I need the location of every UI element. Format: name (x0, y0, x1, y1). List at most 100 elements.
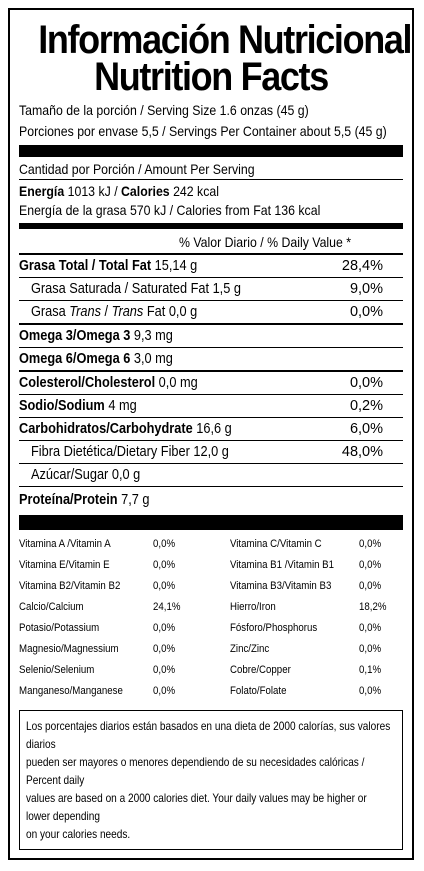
cholesterol-amount: 0,0 mg (155, 375, 198, 391)
sodium-amount: 4 mg (104, 398, 137, 414)
vitamin-value: 0,0% (153, 538, 176, 550)
vitamin-label: Hierro/Iron (230, 601, 276, 613)
carbohydrate-dv: 6,0% (349, 421, 383, 437)
vitamin-value: 0,0% (153, 580, 176, 592)
footnote: Los porcentajes diarios están basados en… (19, 710, 403, 850)
vitamin-row: Potasio/Potassium 0,0% Fósforo/Phosphorus 0… (19, 618, 403, 639)
cholesterol-label: Colesterol/Cholesterol (19, 375, 156, 391)
carbohydrate-label: Carbohidratos/Carbohydrate (19, 421, 193, 437)
medium-divider (19, 223, 403, 229)
title-spanish: Información Nutricional (38, 18, 412, 62)
fat-energy-row: Energía de la grasa 570 kJ / Calories fr… (19, 202, 321, 218)
sugar-row: Azúcar/Sugar 0,0 g (19, 463, 403, 486)
vitamin-label: Vitamina C/Vitamin C (230, 538, 322, 550)
saturated-fat-amount: 1,5 g (209, 281, 241, 297)
thick-divider (19, 145, 403, 157)
omega6-amount: 3,0 mg (130, 351, 173, 367)
vitamin-value: 0,0% (153, 622, 176, 634)
vitamin-label: Vitamina E/Vitamin E (19, 559, 110, 571)
trans-fat-label-b: Trans (69, 304, 101, 320)
vitamin-label: Fósforo/Phosphorus (230, 622, 318, 634)
footnote-line: values are based on a 2000 calories diet… (26, 791, 367, 823)
thick-divider-vitamins (19, 515, 403, 530)
vitamin-label: Folato/Folate (230, 685, 287, 697)
vitamin-value: 0,0% (359, 622, 382, 634)
carbohydrate-amount: 16,6 g (192, 421, 232, 437)
nutrition-label: Información Nutricional Nutrition Facts … (8, 8, 414, 860)
vitamin-label: Vitamina B3/Vitamin B3 (230, 580, 332, 592)
label-content: Información Nutricional Nutrition Facts … (19, 10, 413, 850)
calories-label: Calories (121, 183, 170, 199)
vitamin-label: Potasio/Potassium (19, 622, 100, 634)
vitamin-label: Vitamina A /Vitamin A (19, 538, 111, 550)
cholesterol-row: Colesterol/Cholesterol 0,0 mg 0,0% (19, 370, 403, 394)
total-fat-row: Grasa Total / Total Fat 15,14 g 28,4% (19, 253, 403, 277)
vitamin-row: Manganeso/Manganese 0,0% Folato/Folate 0,0% (19, 681, 403, 702)
vitamin-list: Vitamina A /Vitamin A 0,0% Vitamina C/Vita… (19, 534, 403, 702)
trans-fat-label-d: Trans (111, 304, 144, 320)
sodium-label: Sodio/Sodium (19, 398, 105, 414)
calories-value: 242 kcal (169, 183, 219, 199)
protein-row: Proteína/Protein 7,7 g (19, 486, 403, 513)
saturated-fat-row: Grasa Saturada / Saturated Fat 1,5 g 9,0… (19, 277, 403, 300)
vitamin-value: 0,0% (153, 559, 176, 571)
fiber-dv: 48,0% (341, 444, 383, 460)
fiber-label: Fibra Dietética/Dietary Fiber 12,0 g (31, 444, 229, 460)
vitamin-label: Vitamina B2/Vitamin B2 (19, 580, 121, 592)
total-fat-label: Grasa Total / Total Fat (19, 258, 152, 274)
sodium-dv: 0,2% (349, 398, 383, 414)
vitamin-value: 0,0% (153, 685, 176, 697)
vitamin-row: Selenio/Selenium 0,0% Cobre/Copper 0,1% (19, 660, 403, 681)
carbohydrate-row: Carbohidratos/Carbohydrate 16,6 g 6,0% (19, 417, 403, 440)
sugar-label: Azúcar/Sugar 0,0 g (31, 467, 141, 483)
vitamin-value: 0,0% (359, 580, 382, 592)
saturated-fat-label: Grasa Saturada / Saturated Fat (31, 281, 210, 297)
vitamin-value: 0,0% (359, 643, 382, 655)
vitamin-value: 0,0% (153, 664, 176, 676)
divider (19, 179, 403, 180)
energy-row: Energía 1013 kJ / Calories 242 kcal (19, 182, 357, 200)
vitamin-value: 18,2% (359, 601, 387, 613)
vitamin-value: 0,1% (359, 664, 382, 676)
amount-per-serving: Cantidad por Porción / Amount Per Servin… (19, 161, 255, 177)
trans-fat-label-a: Grasa (31, 304, 70, 320)
footnote-line: pueden ser mayores o menores dependiendo… (26, 755, 365, 787)
vitamin-row: Vitamina B2/Vitamin B2 0,0% Vitamina B3/Vi… (19, 576, 403, 597)
footnote-line: on your calories needs. (26, 827, 131, 841)
total-fat-amount: 15,14 g (151, 258, 198, 274)
vitamin-label: Manganeso/Manganese (19, 685, 123, 697)
sodium-row: Sodio/Sodium 4 mg 0,2% (19, 394, 403, 417)
vitamin-value: 0,0% (359, 559, 382, 571)
vitamin-label: Vitamina B1 /Vitamin B1 (230, 559, 335, 571)
vitamin-value: 0,0% (153, 643, 176, 655)
protein-amount: 7,7 g (117, 492, 150, 508)
title-english: Nutrition Facts (94, 55, 329, 99)
vitamin-row: Magnesio/Magnessium 0,0% Zinc/Zinc 0,0% (19, 639, 403, 660)
cholesterol-dv: 0,0% (349, 375, 383, 391)
omega3-amount: 9,3 mg (130, 328, 173, 344)
energy-label: Energía (19, 183, 65, 199)
protein-label: Proteína/Protein (19, 492, 118, 508)
vitamin-value: 24,1% (153, 601, 181, 613)
vitamin-row: Vitamina A /Vitamin A 0,0% Vitamina C/Vita… (19, 534, 403, 555)
vitamin-label: Calcio/Calcium (19, 601, 84, 613)
omega3-row: Omega 3/Omega 3 9,3 mg (19, 323, 403, 347)
serving-size: Tamaño de la porción / Serving Size 1.6 … (19, 102, 309, 118)
vitamin-value: 0,0% (359, 685, 382, 697)
vitamin-row: Calcio/Calcium 24,1% Hierro/Iron 18,2% (19, 597, 403, 618)
omega6-label: Omega 6/Omega 6 (19, 351, 131, 367)
omega3-label: Omega 3/Omega 3 (19, 328, 131, 344)
vitamin-label: Cobre/Copper (230, 664, 291, 676)
total-fat-dv: 28,4% (341, 258, 383, 274)
daily-value-header: % Valor Diario / % Daily Value * (179, 234, 352, 250)
omega6-row: Omega 6/Omega 6 3,0 mg (19, 347, 403, 370)
saturated-fat-dv: 9,0% (349, 281, 383, 297)
vitamin-label: Zinc/Zinc (230, 643, 270, 655)
energy-kj: 1013 kJ / (64, 183, 122, 199)
trans-fat-row: Grasa Trans / Trans Fat 0,0 g 0,0% (19, 300, 403, 323)
trans-fat-dv: 0,0% (349, 304, 383, 320)
vitamin-label: Selenio/Selenium (19, 664, 95, 676)
trans-fat-label-e: Fat 0,0 g (143, 304, 198, 320)
trans-fat-label-c: / (100, 304, 112, 320)
vitamin-row: Vitamina E/Vitamin E 0,0% Vitamina B1 /Vit… (19, 555, 403, 576)
